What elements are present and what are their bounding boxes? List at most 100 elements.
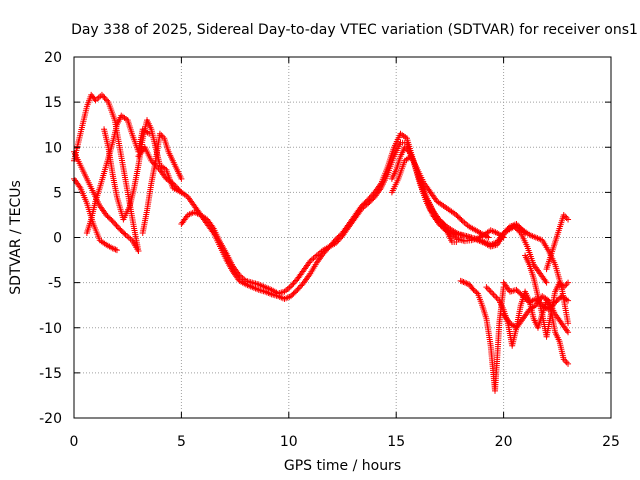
data-point-marker <box>98 91 105 98</box>
x-tick-label: 0 <box>70 434 79 450</box>
y-axis-title: SDTVAR / TECUs <box>8 180 24 295</box>
data-point-marker <box>457 215 464 222</box>
y-tick-label: 0 <box>53 231 62 247</box>
data-point-marker <box>117 226 124 233</box>
series-track-7 <box>135 130 529 302</box>
data-point-marker <box>493 294 500 301</box>
data-point-marker <box>116 225 123 232</box>
data-point-marker <box>112 246 119 253</box>
y-tick-label: -10 <box>39 321 62 337</box>
data-point-marker <box>515 227 522 234</box>
data-point-marker <box>287 293 294 300</box>
series-track-10 <box>388 153 492 241</box>
data-point-marker <box>296 283 303 290</box>
data-point-marker <box>178 175 185 182</box>
data-point-marker <box>102 96 109 103</box>
data-point-marker <box>113 247 120 254</box>
data-point-marker <box>565 329 572 336</box>
data-point-marker <box>483 284 490 291</box>
data-point-marker <box>501 228 508 235</box>
data-point-marker <box>289 291 296 298</box>
data-point-marker <box>146 130 153 137</box>
data-point-marker <box>118 228 125 235</box>
series-track-2 <box>71 175 120 254</box>
data-point-marker <box>110 219 117 226</box>
y-tick-label: -15 <box>39 366 62 382</box>
data-point-marker <box>463 280 470 287</box>
series-track-11 <box>418 184 460 246</box>
series-track-12 <box>457 277 507 394</box>
y-tick-label: 20 <box>44 50 62 66</box>
data-point-marker <box>455 214 462 221</box>
y-tick-label: 15 <box>44 95 62 111</box>
x-tick-label: 20 <box>495 434 513 450</box>
data-point-marker <box>335 237 342 244</box>
data-point-marker <box>119 229 126 236</box>
data-point-marker <box>461 279 468 286</box>
data-point-marker <box>291 289 298 296</box>
data-point-marker <box>458 216 465 223</box>
data-point-marker <box>489 290 496 297</box>
data-point-marker <box>565 360 572 367</box>
data-point-marker <box>366 198 373 205</box>
data-point-marker <box>556 295 563 302</box>
data-point-marker <box>486 287 493 294</box>
y-tick-label: 5 <box>53 185 62 201</box>
data-point-marker <box>104 213 111 220</box>
data-point-marker <box>295 285 302 292</box>
data-point-marker <box>100 93 107 100</box>
series-track-6 <box>139 130 185 236</box>
y-tick-label: 10 <box>44 140 62 156</box>
data-point-marker <box>473 289 480 296</box>
data-point-marker <box>290 280 297 287</box>
series-track-18 <box>543 211 572 273</box>
data-point-marker <box>291 278 298 285</box>
data-point-marker <box>553 298 560 305</box>
data-point-marker <box>293 288 300 295</box>
data-point-marker <box>513 286 520 293</box>
data-point-marker <box>460 279 467 286</box>
data-point-marker <box>518 291 525 298</box>
data-point-marker <box>563 214 570 221</box>
data-point-marker <box>367 197 374 204</box>
data-point-marker <box>290 290 297 297</box>
data-point-marker <box>453 239 460 246</box>
data-point-marker <box>109 218 116 225</box>
data-point-marker <box>294 286 301 293</box>
data-point-marker <box>113 222 120 229</box>
data-point-marker <box>485 234 492 241</box>
x-tick-label: 25 <box>602 434 620 450</box>
x-tick-label: 10 <box>280 434 298 450</box>
series-track-17 <box>504 223 550 286</box>
data-point-marker <box>108 216 115 223</box>
data-point-marker <box>565 216 572 223</box>
data-point-marker <box>369 196 376 203</box>
data-point-marker <box>517 290 524 297</box>
data-point-marker <box>563 281 570 288</box>
data-point-marker <box>109 245 116 252</box>
data-point-marker <box>121 230 128 237</box>
data-point-marker <box>336 235 343 242</box>
data-point-marker <box>490 291 497 298</box>
chart-title: Day 338 of 2025, Sidereal Day-to-day VTE… <box>71 22 638 38</box>
data-point-marker <box>511 223 518 230</box>
data-point-marker <box>111 245 118 252</box>
data-point-marker <box>563 359 570 366</box>
data-point-marker <box>298 282 305 289</box>
data-point-marker <box>114 224 121 231</box>
data-point-marker <box>522 295 529 302</box>
x-tick-label: 5 <box>177 434 186 450</box>
x-axis-title: GPS time / hours <box>284 458 401 474</box>
data-point-marker <box>105 214 112 221</box>
data-point-marker <box>453 211 460 218</box>
data-point-marker <box>101 94 108 101</box>
axis-ticks: 0 5 10 15 20 25 -20 -15 -10 -5 0 5 10 15 20 <box>39 50 620 450</box>
data-point-marker <box>103 211 110 218</box>
series-track-4 <box>83 112 153 236</box>
series-track-3 <box>71 148 142 255</box>
data-point-marker <box>469 285 476 292</box>
data-point-marker <box>107 215 114 222</box>
data-point-marker <box>333 239 340 246</box>
data-point-marker <box>459 278 466 285</box>
